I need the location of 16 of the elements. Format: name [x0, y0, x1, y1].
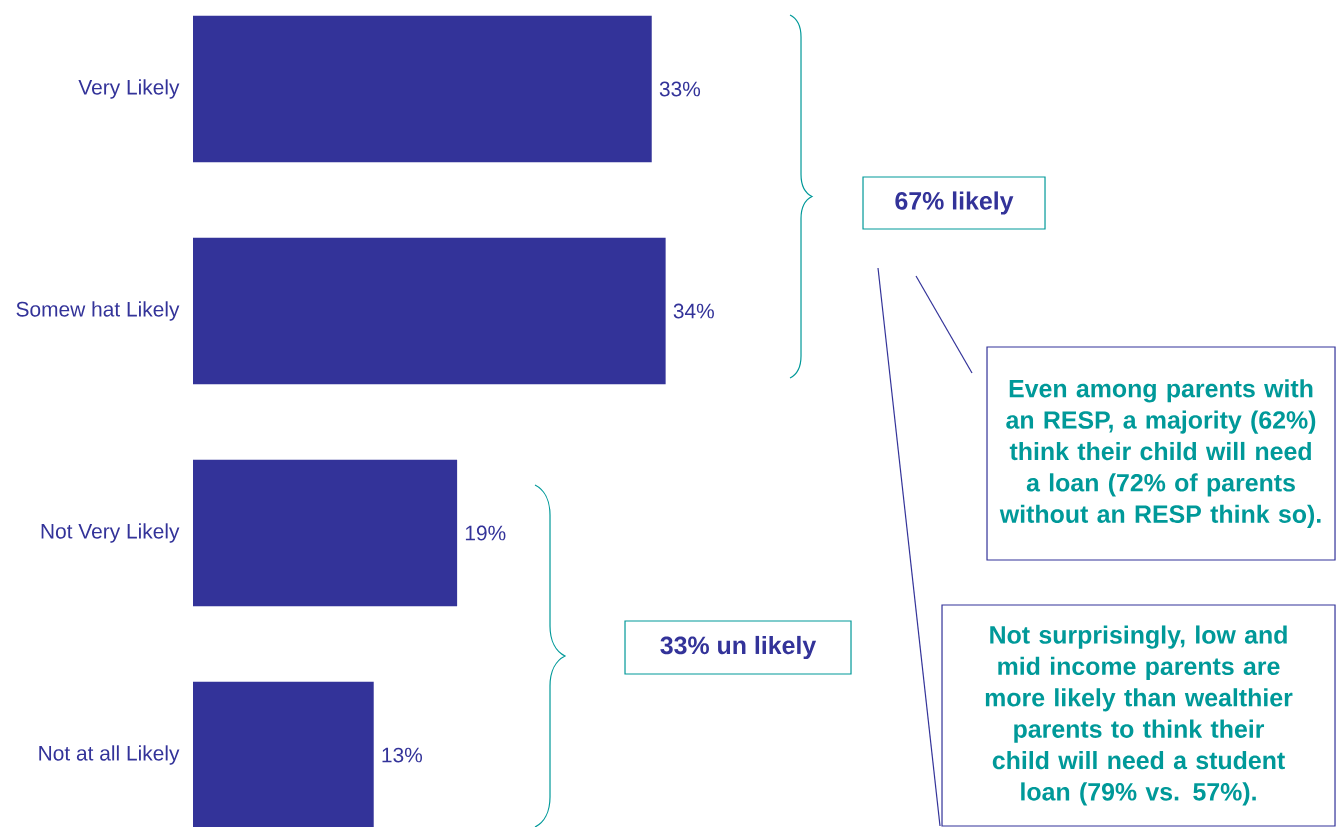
data-label: 19%: [465, 525, 506, 541]
annotation: 33% un likely: [660, 635, 817, 660]
bar: [193, 237, 666, 385]
text: Even among parents with an RESP, a majority (62%) think their child will need a loan (72% of parents without an RESP think so).: [999, 379, 1321, 528]
y-tick-label: Not Very Likely: [41, 523, 180, 543]
text: 67% likely: [895, 191, 1014, 215]
bar: [193, 681, 374, 827]
y-tick-label: Not at all Likely: [39, 745, 180, 765]
bar: [193, 15, 652, 163]
data-label: 13%: [382, 747, 423, 763]
y-tick-label: Somew hat Likely: [16, 301, 180, 321]
data-label: 33%: [659, 81, 701, 97]
bar: [193, 459, 458, 607]
y-tick-label: Very Likely: [78, 79, 180, 99]
text: Not surprisingly, low and mid income parents are more likely than wealthier parents to think their child will need a student loan (79% vs. 57%).: [985, 625, 1293, 806]
data-label: 34%: [673, 303, 714, 319]
